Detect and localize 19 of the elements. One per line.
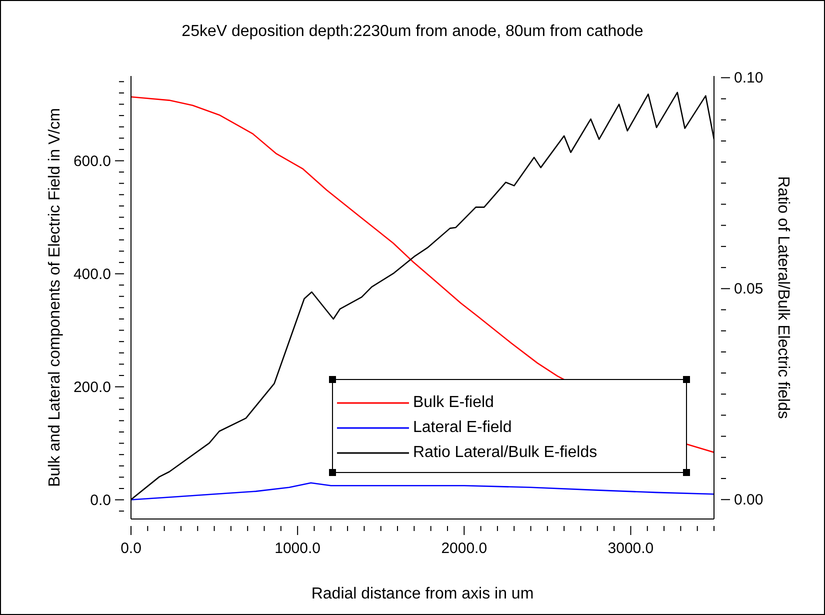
legend-label: Lateral E-field	[413, 418, 512, 436]
y-tick-label: 200.0	[73, 378, 111, 396]
x-tick-label: 0.0	[120, 540, 142, 557]
y2-tick-label: 0.05	[734, 280, 764, 298]
x-tick-label: 1000.0	[274, 540, 321, 557]
legend-label: Bulk E-field	[413, 394, 494, 412]
x-axis-title: Radial distance from axis in um	[311, 585, 534, 602]
y-tick-label: 0.0	[90, 492, 111, 509]
y-tick-label: 600.0	[73, 152, 111, 170]
y-tick-label: 400.0	[73, 266, 111, 283]
legend-label: Ratio Lateral/Bulk E-fields	[413, 444, 598, 462]
x-tick-label: 2000.0	[441, 540, 488, 557]
y-axis-title: Bulk and Lateral components of Electric Field in V/cm	[46, 108, 64, 487]
y2-axis-title: Ratio of Lateral/Bulk Electric fields	[774, 176, 792, 419]
chart-title: 25keV deposition depth:2230um from anode, 80um from cathode	[180, 23, 644, 41]
y2-tick-label: 0.00	[734, 492, 764, 509]
line-series	[131, 482, 714, 500]
x-tick-label: 3000.0	[608, 540, 654, 557]
y2-tick-label: 0.10	[734, 70, 764, 87]
